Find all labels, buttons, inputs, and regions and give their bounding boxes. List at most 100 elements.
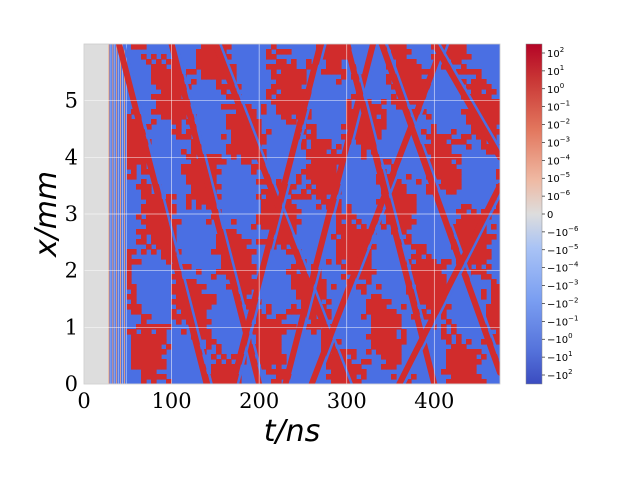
heatmap-cell: [181, 114, 187, 120]
heatmap-cell: [221, 44, 227, 50]
heatmap-cell: [476, 249, 482, 255]
heatmap-cell: [156, 349, 162, 355]
heatmap-cell: [156, 84, 162, 90]
heatmap-cell: [191, 114, 197, 120]
heatmap-cell: [386, 364, 392, 370]
heatmap-cell: [241, 259, 247, 265]
heatmap-cell: [416, 259, 422, 265]
heatmap-cell: [491, 129, 497, 135]
heatmap-cell: [131, 344, 137, 350]
heatmap-cell: [326, 359, 332, 365]
heatmap-cell: [441, 279, 447, 285]
heatmap-cell: [336, 224, 342, 230]
x-tick-label: 200: [239, 389, 279, 413]
heatmap-cell: [256, 129, 262, 135]
heatmap-cell: [441, 184, 447, 190]
heatmap-cell: [396, 354, 402, 360]
heatmap-cell: [291, 279, 297, 285]
heatmap-cell: [441, 174, 447, 180]
heatmap-cell: [406, 224, 412, 230]
heatmap-cell: [266, 369, 272, 375]
heatmap-cell: [386, 314, 392, 320]
heatmap-cell: [346, 219, 352, 225]
heatmap-cell: [231, 364, 237, 370]
heatmap-cell: [236, 134, 242, 140]
heatmap-cell: [136, 214, 142, 220]
heatmap-cell: [201, 194, 207, 200]
heatmap-cell: [336, 259, 342, 265]
heatmap-cell: [126, 174, 132, 180]
heatmap-cell: [171, 229, 177, 235]
heatmap-cell: [206, 339, 212, 345]
heatmap-cell: [306, 194, 312, 200]
heatmap-cell: [421, 274, 427, 280]
heatmap-cell: [256, 239, 262, 245]
heatmap-cell: [216, 344, 222, 350]
heatmap-cell: [291, 59, 297, 65]
heatmap-cell: [466, 229, 472, 235]
heatmap-cell: [296, 89, 302, 95]
heatmap-cell: [146, 219, 152, 225]
heatmap-cell: [381, 309, 387, 315]
heatmap-cell: [226, 234, 232, 240]
heatmap-cell: [351, 379, 357, 384]
heatmap-cell: [481, 99, 487, 105]
heatmap-cell: [406, 64, 412, 70]
heatmap-cell: [351, 349, 357, 355]
heatmap-cell: [446, 334, 452, 340]
heatmap-cell: [331, 149, 337, 155]
heatmap-cell: [196, 204, 202, 210]
heatmap-cell: [366, 254, 372, 260]
heatmap-cell: [351, 244, 357, 250]
heatmap-cell: [216, 84, 222, 90]
heatmap-cell: [126, 164, 132, 170]
heatmap-cell: [141, 339, 147, 345]
heatmap-cell: [371, 119, 377, 125]
heatmap-cell: [416, 279, 422, 285]
heatmap-cell: [216, 349, 222, 355]
heatmap-cell: [221, 104, 227, 110]
heatmap-cell: [476, 214, 482, 220]
heatmap-cell: [321, 199, 327, 205]
heatmap-cell: [276, 64, 282, 70]
colorbar-tick-label: 10−2: [547, 118, 570, 132]
heatmap-cell: [491, 234, 497, 240]
heatmap-cell: [286, 64, 292, 70]
heatmap-cell: [411, 79, 417, 85]
heatmap-cell: [396, 44, 402, 50]
heatmap-cell: [481, 134, 487, 140]
heatmap-cell: [291, 104, 297, 110]
heatmap-cell: [341, 254, 347, 260]
heatmap-cell: [411, 274, 417, 280]
heatmap-cell: [176, 289, 182, 295]
heatmap-cell: [451, 129, 457, 135]
heatmap-cell: [346, 249, 352, 255]
heatmap-cell: [496, 329, 500, 335]
heatmap-cell: [211, 379, 217, 384]
heatmap-cell: [361, 314, 367, 320]
heatmap-cell: [406, 79, 412, 85]
heatmap-cell: [341, 264, 347, 270]
heatmap-cell: [241, 254, 247, 260]
heatmap-cell: [246, 154, 252, 160]
heatmap-cell: [396, 179, 402, 185]
heatmap-cell: [141, 249, 147, 255]
heatmap-cell: [446, 134, 452, 140]
heatmap-cell: [226, 379, 232, 384]
heatmap-cell: [461, 204, 467, 210]
heatmap-cell: [126, 329, 132, 335]
heatmap-cell: [491, 124, 497, 130]
heatmap-cell: [411, 289, 417, 295]
heatmap-cell: [151, 94, 157, 100]
heatmap-cell: [381, 124, 387, 130]
heatmap-cell: [371, 309, 377, 315]
heatmap-cell: [416, 254, 422, 260]
heatmap-cell: [346, 254, 352, 260]
heatmap-cell: [451, 49, 457, 55]
heatmap-cell: [231, 149, 237, 155]
heatmap-cell: [261, 104, 267, 110]
heatmap-cell: [451, 344, 457, 350]
y-axis-label: x/mm: [29, 171, 64, 258]
heatmap-cell: [431, 144, 437, 150]
heatmap-cell: [161, 99, 167, 105]
